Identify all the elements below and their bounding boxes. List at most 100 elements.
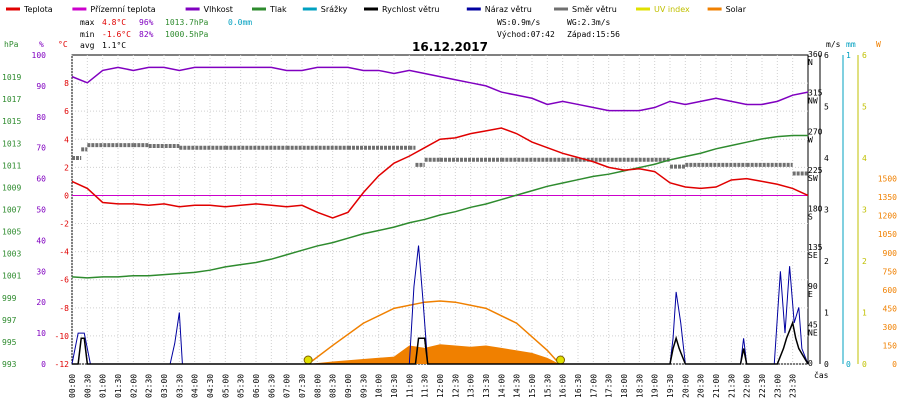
stat-min-label: min (80, 30, 95, 39)
humidity-tick-5: 50 (36, 206, 46, 215)
direction-label-2: E (808, 290, 813, 299)
x-tick-label-19: 09:30 (359, 374, 368, 398)
humidity-tick-10: 100 (32, 51, 47, 60)
direction-label-7: NW (808, 97, 818, 106)
solar-max-line (307, 300, 561, 365)
x-tick-label-27: 13:30 (482, 374, 491, 398)
windspeed-tick-6: 6 (824, 51, 829, 60)
solar-tick-0: 0 (892, 360, 897, 369)
temperature-unit: °C (58, 40, 68, 49)
legend-label-2: Vlhkost (204, 5, 233, 14)
direction-tick-5: 225 (808, 166, 823, 175)
temperature-line (71, 127, 809, 219)
x-tick-label-45: 22:30 (758, 374, 767, 398)
uv-tick-2: 2 (862, 257, 867, 266)
x-tick-label-25: 12:30 (451, 374, 460, 398)
pressure-tick-7: 1007 (2, 206, 21, 215)
solar-tick-4: 600 (883, 286, 898, 295)
x-tick-label-36: 18:00 (620, 374, 629, 398)
x-tick-label-23: 11:30 (421, 374, 430, 398)
legend-label-3: Tlak (269, 5, 287, 14)
x-tick-label-30: 15:00 (528, 374, 537, 398)
windspeed-tick-0: 0 (824, 360, 829, 369)
windspeed-tick-1: 1 (824, 309, 829, 318)
x-tick-label-11: 05:30 (237, 374, 246, 398)
temperature-tick-6: 0 (64, 191, 69, 200)
stat-sunrise: Východ:07:42 (497, 30, 555, 39)
direction-label-8: N (808, 58, 813, 67)
temperature-tick-8: 4 (64, 135, 69, 144)
x-tick-label-40: 20:00 (681, 374, 690, 398)
x-tick-label-6: 03:00 (160, 374, 169, 398)
x-tick-label-38: 19:00 (651, 374, 660, 398)
x-tick-label-32: 16:00 (559, 374, 568, 398)
x-tick-label-44: 22:00 (743, 374, 752, 398)
x-axis-label: čas (814, 370, 829, 380)
x-tick-label-7: 03:30 (175, 374, 184, 398)
solar-tick-2: 300 (883, 323, 898, 332)
stat-wg: WG:2.3m/s (567, 18, 611, 27)
stat-min-press: 1000.5hPa (165, 30, 209, 39)
x-tick-label-5: 02:30 (145, 374, 154, 398)
pressure-tick-3: 999 (2, 294, 17, 303)
humidity-tick-8: 80 (36, 113, 46, 122)
x-tick-label-34: 17:00 (589, 374, 598, 398)
x-tick-label-17: 08:30 (329, 374, 338, 398)
pressure-tick-9: 1011 (2, 161, 21, 170)
temperature-tick-9: 6 (64, 107, 69, 116)
x-tick-label-8: 04:00 (191, 374, 200, 398)
wind-speed-line (72, 320, 809, 365)
x-tick-label-16: 08:00 (313, 374, 322, 398)
direction-label-3: SE (808, 251, 818, 260)
pressure-tick-2: 997 (2, 316, 17, 325)
x-tick-label-3: 01:30 (114, 374, 123, 398)
direction-label-4: S (808, 213, 813, 222)
legend-label-8: UV index (654, 5, 690, 14)
stat-max-hum: 96% (139, 18, 154, 27)
direction-label-5: SW (808, 174, 818, 183)
uv-tick-1: 1 (862, 309, 867, 318)
humidity-tick-0: 0 (41, 360, 46, 369)
uv-tick-3: 3 (862, 206, 867, 215)
x-tick-label-12: 06:00 (252, 374, 261, 398)
humidity-tick-9: 90 (36, 82, 46, 91)
rain-tick-0: 0 (846, 360, 851, 369)
pressure-tick-12: 1017 (2, 95, 21, 104)
temperature-tick-4: -4 (59, 248, 69, 257)
x-tick-label-13: 06:30 (267, 374, 276, 398)
stat-min-temp: -1.6°C (102, 30, 131, 39)
direction-tick-6: 270 (808, 127, 823, 136)
x-tick-label-2: 01:00 (99, 374, 108, 398)
humidity-tick-1: 10 (36, 329, 46, 338)
stat-max-temp: 4.8°C (102, 18, 126, 27)
legend-label-0: Teplota (23, 5, 53, 14)
temperature-tick-5: -2 (59, 220, 69, 229)
x-tick-label-1: 00:30 (83, 374, 92, 398)
humidity-tick-3: 30 (36, 267, 46, 276)
pressure-tick-1: 995 (2, 338, 17, 347)
pressure-tick-13: 1019 (2, 73, 21, 82)
solar-tick-7: 1050 (878, 230, 897, 239)
x-tick-label-0: 00:00 (68, 374, 77, 398)
humidity-tick-2: 20 (36, 298, 46, 307)
solar-tick-8: 1200 (878, 212, 897, 221)
direction-tick-7: 315 (808, 89, 823, 98)
humidity-tick-4: 40 (36, 236, 46, 245)
x-tick-label-46: 23:00 (773, 374, 782, 398)
x-tick-label-31: 15:30 (543, 374, 552, 398)
direction-tick-8: 360 (808, 50, 823, 59)
x-tick-label-21: 10:30 (390, 374, 399, 398)
pressure-tick-6: 1005 (2, 228, 21, 237)
direction-tick-1: 45 (808, 320, 818, 329)
humidity-tick-7: 70 (36, 144, 46, 153)
pressure-tick-11: 1015 (2, 117, 21, 126)
stat-avg-label: avg (80, 41, 95, 50)
stats-block: max 4.8°C 96% 1013.7hPa 0.0mm min -1.6°C… (80, 18, 620, 50)
x-tick-label-15: 07:30 (298, 374, 307, 398)
direction-tick-2: 90 (808, 282, 818, 291)
stat-avg-temp: 1.1°C (102, 41, 126, 50)
uv-tick-6: 6 (862, 51, 867, 60)
x-tick-label-10: 05:00 (221, 374, 230, 398)
stat-max-press: 1013.7hPa (165, 18, 209, 27)
pressure-tick-0: 993 (2, 360, 17, 369)
